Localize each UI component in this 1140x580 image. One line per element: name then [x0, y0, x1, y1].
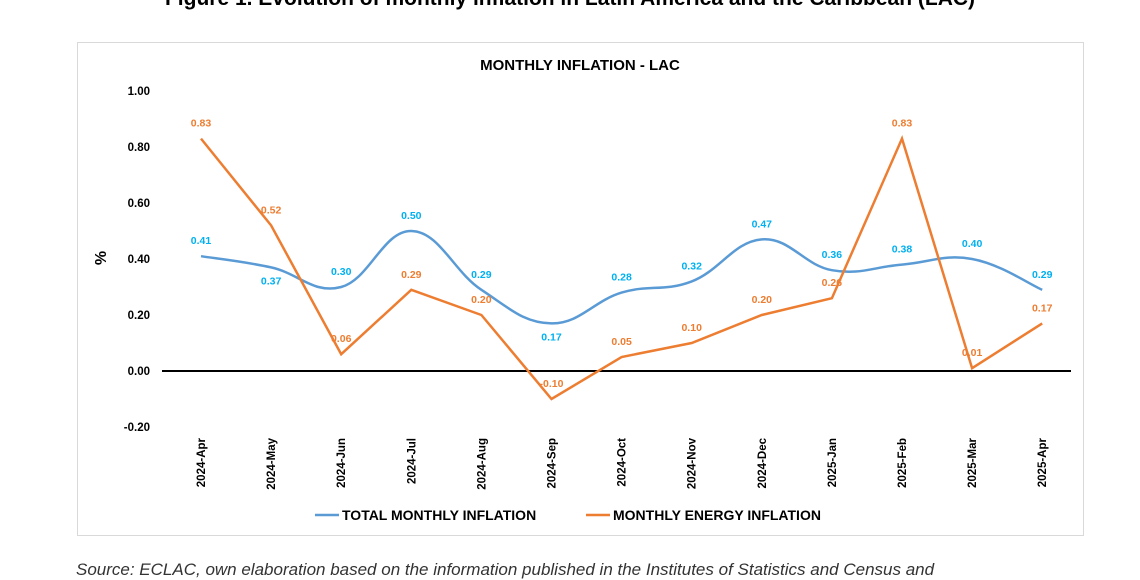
x-tick-label: 2024-May	[266, 437, 278, 489]
energy-data-label: 0.83	[191, 118, 212, 130]
energy-data-label: 0.20	[752, 294, 773, 306]
x-tick-label: 2024-Sep	[547, 438, 559, 489]
x-tick-label: 2024-Aug	[476, 438, 488, 490]
energy-data-label: 0.52	[261, 204, 282, 216]
x-tick-label: 2025-Jan	[827, 438, 839, 487]
total-data-label: 0.29	[471, 269, 492, 281]
total-data-label: 0.41	[191, 235, 212, 247]
x-tick-label: 2024-Apr	[196, 437, 208, 487]
y-tick-label: 0.60	[128, 198, 150, 210]
total-data-label: 0.38	[892, 244, 913, 256]
total-data-label: 0.50	[401, 210, 422, 222]
energy-data-label: 0.83	[892, 118, 913, 130]
source-note: Source: ECLAC, own elaboration based on …	[76, 560, 935, 579]
x-tick-label: 2025-Apr	[1037, 437, 1049, 487]
total-data-label: 0.28	[611, 272, 632, 284]
energy-inflation-line	[200, 135, 1043, 401]
total-data-label: 0.36	[822, 249, 843, 261]
series-lines	[200, 135, 1043, 401]
energy-data-label: -0.10	[540, 378, 564, 390]
y-tick-label: 0.00	[128, 366, 150, 378]
energy-data-label: 0.06	[331, 333, 352, 345]
y-axis-label: %	[93, 251, 110, 265]
chart-legend: TOTAL MONTHLY INFLATION MONTHLY ENERGY IN…	[315, 507, 821, 523]
energy-data-label: 0.10	[681, 322, 702, 334]
y-tick-label: 0.40	[128, 254, 150, 266]
data-labels: 0.41 0.37 0.30 0.50 0.29 0.17 0.28 0.32 0.47 0.36…	[191, 118, 1053, 390]
y-tick-label: 1.00	[128, 86, 150, 98]
figure-title: Figure 1. Evolution of monthly inflation…	[0, 0, 1140, 11]
y-tick-label: 0.20	[128, 310, 150, 322]
x-tick-label: 2025-Feb	[897, 438, 909, 488]
inflation-line-chart: MONTHLY INFLATION - LAC % 1.00 0.80 0.60 0.…	[93, 57, 1071, 523]
x-tick-label: 2025-Mar	[967, 437, 979, 487]
x-axis-ticks: 2024-Apr 2024-May 2024-Jun 2024-Jul 2024-Aug…	[196, 437, 1049, 489]
y-tick-label: -0.20	[124, 422, 150, 434]
chart-container: MONTHLY INFLATION - LAC % 1.00 0.80 0.60 0.…	[77, 42, 1084, 536]
total-data-label: 0.29	[1032, 269, 1053, 281]
energy-data-label: 0.01	[962, 347, 983, 359]
y-axis-ticks: 1.00 0.80 0.60 0.40 0.20 0.00 -0.20	[124, 86, 150, 434]
x-tick-label: 2024-Nov	[687, 437, 699, 489]
legend-total-label: TOTAL MONTHLY INFLATION	[342, 507, 536, 523]
energy-data-label: 0.17	[1032, 302, 1053, 314]
x-tick-label: 2024-Jun	[336, 438, 348, 488]
total-data-label: 0.30	[331, 266, 352, 278]
total-inflation-line	[200, 229, 1043, 325]
legend-energy-label: MONTHLY ENERGY INFLATION	[613, 507, 821, 523]
total-data-label: 0.17	[541, 331, 562, 343]
x-tick-label: 2024-Oct	[617, 438, 629, 487]
total-data-label: 0.37	[261, 275, 282, 287]
x-tick-label: 2024-Dec	[757, 437, 769, 488]
total-data-label: 0.40	[962, 238, 983, 250]
total-data-label: 0.32	[681, 260, 702, 272]
energy-data-label: 0.20	[471, 294, 492, 306]
energy-data-label: 0.29	[401, 269, 422, 281]
x-tick-label: 2024-Jul	[406, 438, 418, 484]
energy-data-label: 0.26	[822, 277, 843, 289]
y-tick-label: 0.80	[128, 142, 150, 154]
energy-data-label: 0.05	[611, 336, 632, 348]
chart-title: MONTHLY INFLATION - LAC	[480, 57, 680, 74]
total-data-label: 0.47	[752, 218, 773, 230]
